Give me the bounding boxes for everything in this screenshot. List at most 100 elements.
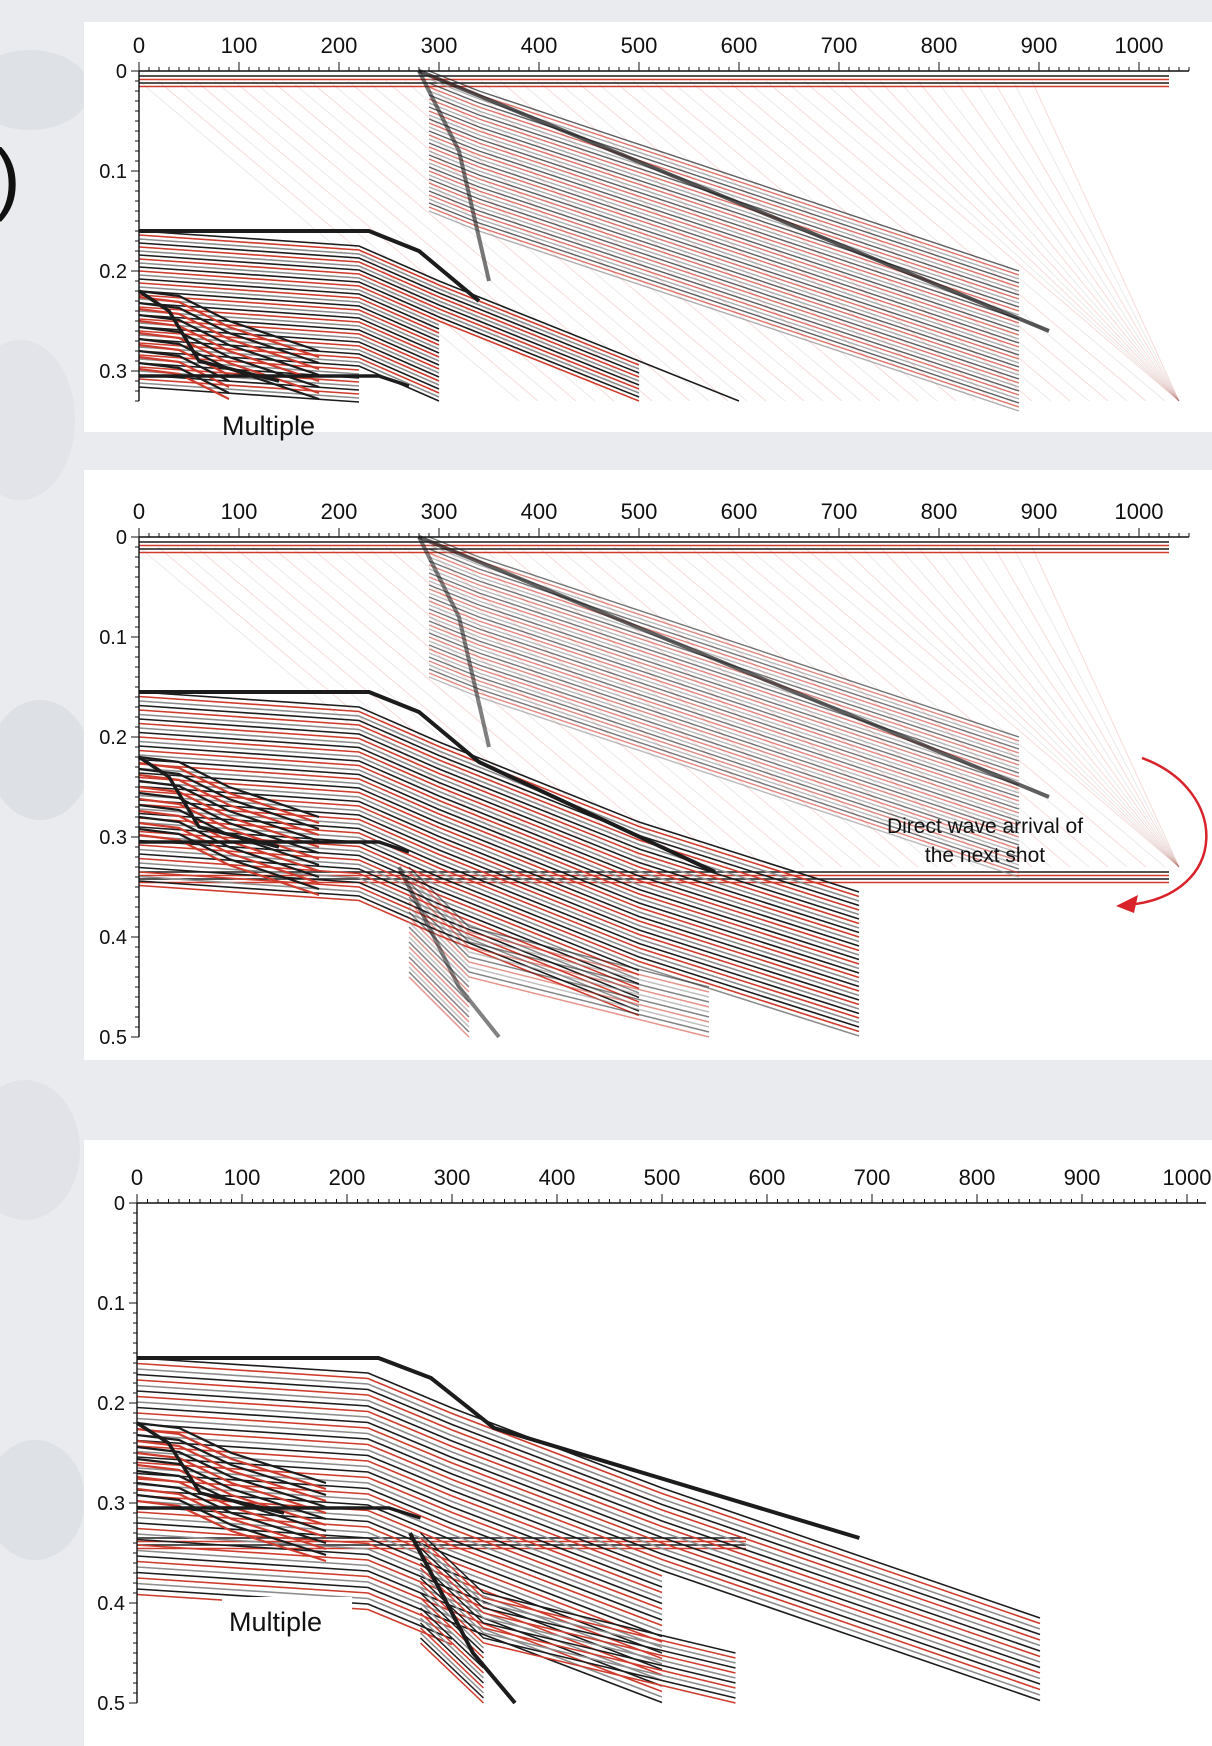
- moveout-trace: [917, 546, 1180, 868]
- second-shot-trace: [408, 891, 710, 1013]
- refraction-trace: [428, 600, 1020, 802]
- reflection-trace: [136, 1527, 663, 1660]
- moveout-trace: [879, 546, 1180, 868]
- x-tick-label: 1000: [1115, 33, 1164, 58]
- x-tick-label: 100: [221, 499, 258, 524]
- moveout-trace: [138, 546, 520, 868]
- refraction-trace: [428, 648, 1020, 850]
- reflection-envelope: [137, 1356, 860, 1540]
- moveout-trace: [860, 546, 1180, 868]
- moveout-trace: [347, 80, 729, 402]
- refraction-trace: [428, 644, 1020, 846]
- x-tick-label: 0: [133, 499, 145, 524]
- second-shot-trace: [408, 961, 470, 1023]
- multiple-envelope: [138, 289, 280, 383]
- moveout-trace: [993, 80, 1180, 402]
- moveout-trace: [955, 546, 1180, 868]
- reflection-trace: [136, 1373, 1041, 1636]
- multiple-trace: [138, 833, 320, 897]
- y-axis-bottom: 0 0.1 0.2 0.3 0.4 0.5: [97, 1193, 138, 1715]
- refraction-trace: [428, 632, 1020, 834]
- moveout-trace: [480, 80, 862, 402]
- reflection-trace: [138, 709, 860, 911]
- second-shot-trace: [408, 896, 710, 1018]
- reflection-trace: [136, 1357, 1041, 1619]
- refraction-trace: [428, 190, 1020, 392]
- multiple-base: [137, 1506, 422, 1520]
- second-shot-trace: [419, 1557, 736, 1679]
- multiple-trace: [138, 361, 230, 394]
- moveout-trace: [442, 546, 824, 868]
- second-shot-trace: [408, 901, 710, 1023]
- reflection-trace: [138, 700, 860, 902]
- y-tick-label: 0.1: [99, 627, 127, 649]
- second-shot-trace: [419, 1592, 485, 1654]
- moveout-trace: [651, 546, 1033, 868]
- reflection-trace: [136, 1412, 1041, 1674]
- red-arrowhead-icon: [1116, 895, 1138, 913]
- traces-middle: [138, 535, 1180, 1039]
- refraction-trace: [428, 178, 1020, 380]
- second-shot-trace: [419, 1612, 485, 1674]
- refraction-trace: [428, 564, 1020, 766]
- reflection-trace: [136, 1533, 663, 1665]
- refraction-trace: [428, 122, 1020, 324]
- x-tick-label: 200: [321, 33, 358, 58]
- moveout-trace: [1012, 546, 1180, 868]
- moveout-trace: [746, 80, 1128, 402]
- refraction-trace: [428, 194, 1020, 396]
- second-shot-trace: [408, 966, 470, 1028]
- x-tick-label: 1000: [1163, 1165, 1212, 1190]
- reflection-trace: [138, 745, 860, 947]
- second-shot-trace: [419, 1552, 736, 1674]
- moveout-trace: [765, 80, 1147, 402]
- refraction-trace: [428, 560, 1020, 762]
- refraction-trace: [428, 612, 1020, 814]
- moveout-trace: [575, 546, 957, 868]
- x-tick-label: 800: [921, 33, 958, 58]
- x-tick-label: 1000: [1115, 499, 1164, 524]
- second-shot-trace: [419, 1547, 736, 1669]
- reflection-trace: [138, 695, 860, 898]
- multiple-trace: [138, 791, 320, 855]
- moveout-trace: [670, 546, 1052, 868]
- multiple-trace: [136, 1421, 327, 1485]
- reflection-trace: [138, 785, 860, 988]
- reflection-trace: [138, 254, 640, 386]
- refraction-trace: [428, 106, 1020, 308]
- moveout-trace: [195, 80, 577, 402]
- second-shot-trace: [408, 951, 470, 1013]
- reflection-trace: [138, 350, 440, 402]
- x-axis-top: 0 100 200 300 400 500 600 700 800 900 1000: [133, 33, 1190, 72]
- annotation-line-1: Direct wave arrival of: [887, 815, 1083, 838]
- refraction-trace: [428, 544, 1020, 746]
- moveout-trace: [309, 546, 691, 868]
- reflection-trace: [138, 713, 860, 916]
- refraction-trace: [428, 552, 1020, 754]
- refraction-trace: [428, 604, 1020, 806]
- multiple-trace: [138, 355, 230, 388]
- moveout-trace: [841, 80, 1180, 402]
- y-tick-label: 0.3: [99, 827, 127, 849]
- refraction-trace: [428, 158, 1020, 360]
- second-shot-trace: [419, 1587, 485, 1649]
- reflection-trace: [138, 803, 860, 1006]
- reflection-trace: [138, 749, 860, 952]
- refraction-trace: [428, 548, 1020, 750]
- moveout-trace: [784, 546, 1166, 868]
- x-tick-label: 700: [821, 33, 858, 58]
- y-tick-label: 0.3: [97, 1493, 125, 1515]
- moveout-trace: [784, 80, 1166, 402]
- wedge-edge: [417, 536, 491, 748]
- moveout-trace: [955, 80, 1180, 402]
- x-tick-label: 0: [133, 33, 145, 58]
- moveout-trace: [518, 546, 900, 868]
- refraction-trace: [428, 628, 1020, 830]
- refraction-trace: [428, 90, 1020, 292]
- reflection-trace: [136, 1560, 663, 1693]
- moveout-trace: [233, 80, 615, 402]
- reflection-trace: [136, 1489, 663, 1621]
- second-shot-trace: [419, 1537, 736, 1659]
- refraction-trace: [428, 198, 1020, 400]
- moveout-trace: [841, 546, 1180, 868]
